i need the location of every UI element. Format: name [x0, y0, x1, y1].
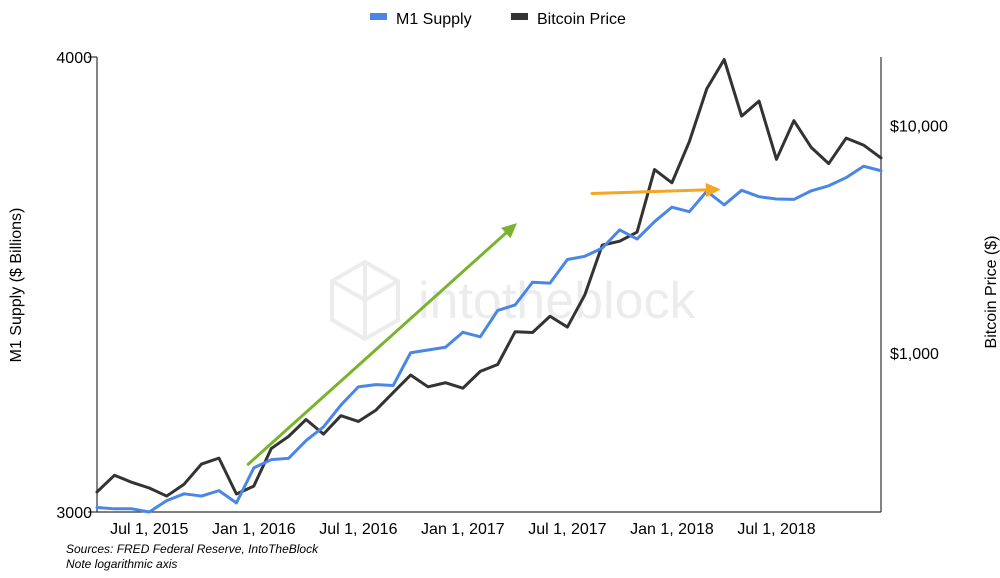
right-y-tick-label-10-000: $10,000 [890, 118, 948, 135]
series-layer [95, 58, 883, 514]
log-axis-note: Note logarithmic axis [66, 557, 178, 571]
legend: M1 Supply Bitcoin Price [370, 11, 626, 28]
series-line-bitcoin-price [95, 58, 883, 498]
flat-trend-arrow-shaft [590, 188, 708, 195]
x-tick-label-jul-1-2018: Jul 1, 2018 [737, 521, 815, 538]
watermark-logo-icon [330, 259, 400, 342]
uptrend-arrow-head [501, 223, 517, 239]
x-tick-labels: Jul 1, 2015 Jan 1, 2016 Jul 1, 2016 Jan 1, … [110, 521, 816, 538]
axes [88, 56, 882, 513]
left-y-tick-label-4000: 4000 [56, 50, 92, 67]
series-line-m1-supply [95, 164, 883, 514]
x-tick-label-jan-1-2016: Jan 1, 2016 [212, 521, 296, 538]
legend-label-bitcoin-price: Bitcoin Price [537, 11, 626, 28]
left-y-tick-label-3000: 3000 [56, 505, 92, 522]
source-note: Sources: FRED Federal Reserve, IntoTheBl… [66, 542, 319, 556]
x-tick-label-jan-1-2018: Jan 1, 2018 [630, 521, 714, 538]
right-y-axis-label: Bitcoin Price ($) [983, 236, 1000, 349]
x-tick-label-jan-1-2017: Jan 1, 2017 [421, 521, 505, 538]
x-tick-label-jul-1-2015: Jul 1, 2015 [110, 521, 188, 538]
legend-swatch-bitcoin-price [511, 13, 528, 20]
uptrend-arrow [246, 223, 517, 466]
left-y-axis-label: M1 Supply ($ Billions) [8, 208, 25, 363]
right-y-tick-label-1-000: $1,000 [890, 346, 939, 363]
right-y-tick-labels: $1,000 $10,000 [890, 118, 948, 362]
x-tick-label-jul-1-2017: Jul 1, 2017 [528, 521, 606, 538]
legend-label-m1-supply: M1 Supply [396, 11, 472, 28]
uptrend-arrow-shaft [246, 231, 508, 466]
watermark: intotheblock [330, 259, 697, 342]
left-y-tick-labels: 3000 4000 [56, 50, 92, 522]
flat-trend-arrow-head [705, 182, 721, 197]
flat-trend-arrow [590, 182, 721, 197]
annotation-layer [246, 182, 721, 466]
legend-swatch-m1-supply [370, 13, 387, 20]
x-tick-label-jul-1-2016: Jul 1, 2016 [319, 521, 397, 538]
